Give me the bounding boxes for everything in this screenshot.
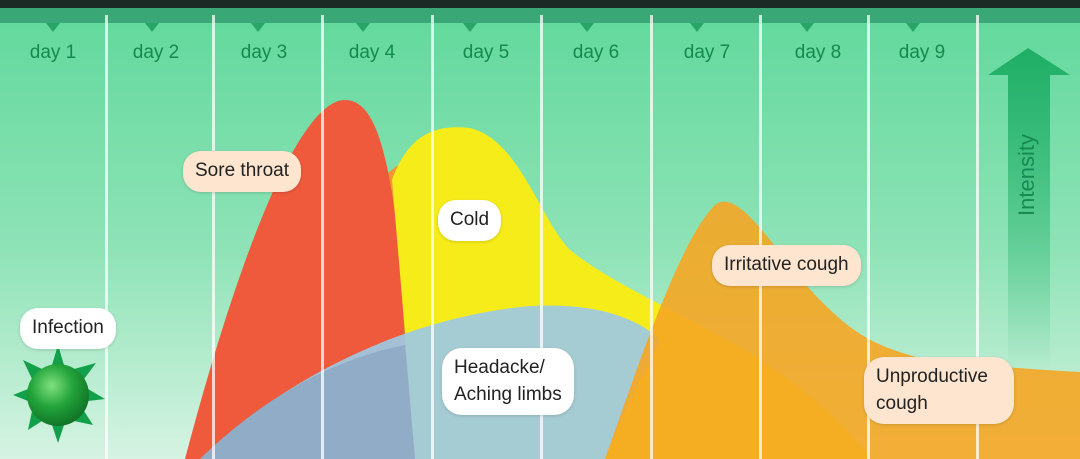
- day-marker: [580, 23, 594, 32]
- day-divider: [867, 15, 870, 459]
- infection-label: Infection: [20, 308, 116, 349]
- top-bar: [0, 0, 1080, 8]
- day-label: day 2: [132, 42, 180, 63]
- day-label: day 4: [348, 42, 396, 63]
- day-divider: [976, 15, 979, 459]
- day-marker: [251, 23, 265, 32]
- day-marker: [690, 23, 704, 32]
- headache-label-line1: Headacke/: [454, 357, 545, 378]
- intensity-arrow: [988, 48, 1070, 370]
- headache-label: Headacke/ Aching limbs: [442, 348, 574, 416]
- day-marker: [356, 23, 370, 32]
- headache-label-line2: Aching limbs: [454, 383, 562, 405]
- day-marker: [800, 23, 814, 32]
- unproductive-label-line1: Unproductive: [876, 366, 988, 387]
- unproductive-label-line2: cough: [876, 392, 928, 414]
- headache-left-shade: [200, 345, 415, 459]
- day-divider: [540, 15, 543, 459]
- irritative-cough-label: Irritative cough: [712, 245, 861, 286]
- virus-icon: [13, 345, 105, 443]
- day-label: day 9: [898, 42, 946, 63]
- unproductive-cough-label: Unproductive cough: [864, 357, 1014, 425]
- day-label: day 6: [572, 42, 620, 63]
- cold-label: Cold: [438, 200, 502, 241]
- day-label: day 8: [794, 42, 842, 63]
- day-divider: [431, 15, 434, 459]
- day-marker: [906, 23, 920, 32]
- day-label: day 7: [683, 42, 731, 63]
- day-divider: [212, 15, 215, 459]
- day-label: day 5: [462, 42, 510, 63]
- day-marker: [46, 23, 60, 32]
- day-marker: [145, 23, 159, 32]
- day-divider: [321, 15, 324, 459]
- day-divider: [650, 15, 653, 459]
- sore-throat-label: Sore throat: [183, 151, 301, 192]
- day-divider: [105, 15, 108, 459]
- intensity-axis-label: Intensity: [1014, 134, 1039, 216]
- day-divider: [759, 15, 762, 459]
- day-marker: [463, 23, 477, 32]
- day-label: day 1: [29, 42, 77, 63]
- day-label: day 3: [240, 42, 288, 63]
